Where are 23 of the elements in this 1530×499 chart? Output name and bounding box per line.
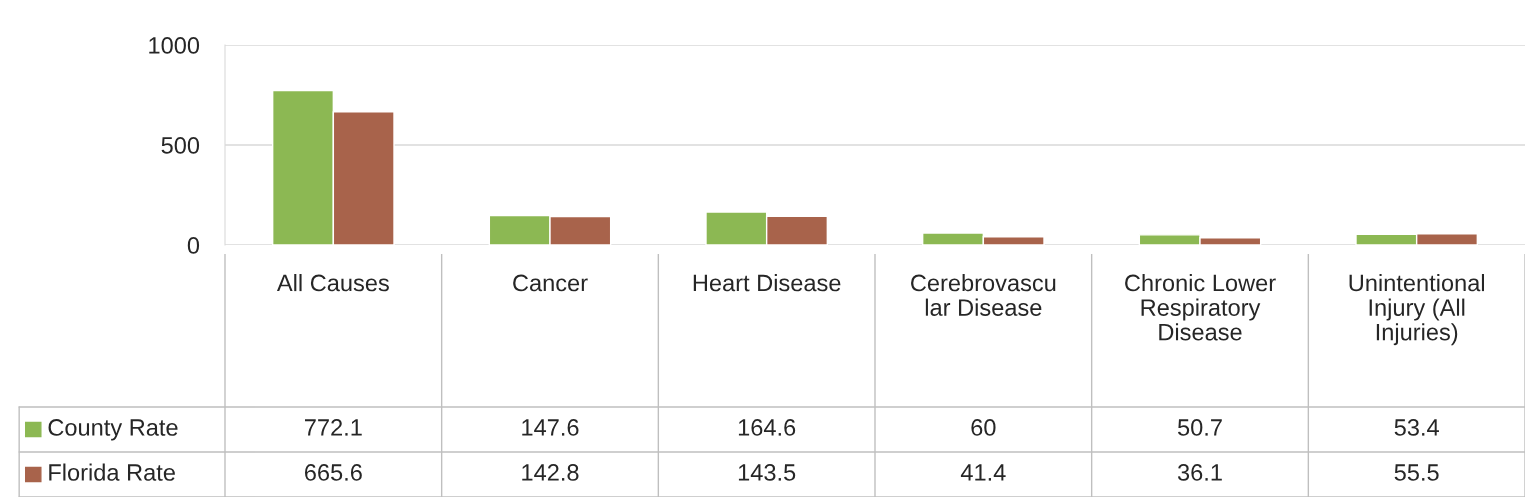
x-tick-label: Cerebrovascular Disease (911, 274, 1056, 316)
x-tick-label: Chronic Lower Respiratory Disease (1125, 274, 1276, 341)
x-tick-label: Unintentional Injury (All Injuries) (1349, 274, 1485, 346)
data-label: 665.6 (304, 464, 362, 481)
y-tick-label: 500 (161, 137, 200, 154)
x-tick-label: All Causes (276, 274, 389, 292)
data-label: 41.4 (960, 464, 1006, 481)
data-label: 142.8 (522, 464, 579, 481)
data-label: 53.4 (1394, 419, 1439, 436)
data-label: 50.7 (1177, 419, 1222, 436)
y-tick-label: 1000 (149, 37, 200, 54)
legend-label: Florida Rate (49, 463, 175, 481)
data-label: 36.1 (1177, 464, 1222, 481)
data-label: 772.1 (305, 419, 362, 436)
y-tick-label: 0 (187, 237, 200, 254)
legend-label: County Rate (48, 419, 178, 441)
data-label: 55.5 (1394, 464, 1439, 481)
x-tick-label: Heart Disease (693, 274, 841, 292)
data-label: 60 (971, 419, 996, 436)
x-tick-label: Cancer (513, 274, 588, 292)
data-label: 143.5 (738, 464, 796, 481)
data-label: 147.6 (522, 419, 579, 436)
data-label: 164.6 (738, 419, 796, 436)
